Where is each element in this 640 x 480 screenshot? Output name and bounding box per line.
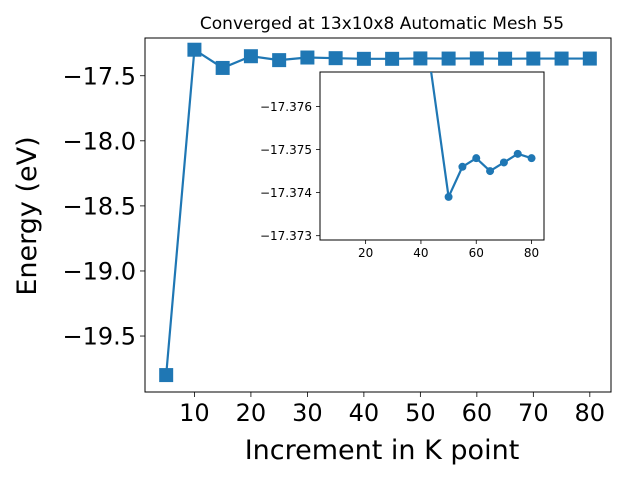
main-data-point	[498, 51, 513, 66]
main-x-tick-label: 40	[349, 399, 380, 427]
main-x-tick-label: 60	[462, 399, 493, 427]
main-data-point	[328, 51, 343, 66]
inset-x-tick-label: 20	[358, 246, 373, 260]
inset-x-tick-label: 40	[413, 246, 428, 260]
main-y-tick-label: −17.5	[62, 62, 136, 90]
inset-axes-frame	[319, 71, 545, 241]
main-data-point	[413, 51, 428, 66]
inset-data-point	[472, 154, 481, 163]
main-data-point	[469, 51, 484, 66]
main-y-tick-label: −19.5	[62, 323, 136, 351]
x-axis-label: Increment in K point	[245, 435, 520, 466]
inset-data-point	[444, 192, 453, 201]
inset-x-tick-label: 80	[524, 246, 539, 260]
main-data-point	[441, 51, 456, 66]
main-y-tick-label: −18.0	[62, 127, 136, 155]
main-data-point	[385, 51, 400, 66]
inset-y-tick-label: −17.375	[260, 143, 312, 157]
main-data-point	[272, 53, 287, 68]
main-x-tick-label: 30	[292, 399, 323, 427]
inset-y-tick-label: −17.373	[260, 229, 312, 243]
main-data-point	[582, 51, 597, 66]
main-x-tick-label: 70	[518, 399, 549, 427]
inset-data-point	[499, 158, 508, 167]
y-axis-label: Energy (eV)	[12, 136, 43, 295]
main-data-point	[554, 51, 569, 66]
main-data-point	[187, 42, 202, 57]
main-x-tick-label: 10	[179, 399, 210, 427]
inset-y-tick-label: −17.376	[260, 100, 312, 114]
main-x-tick-label: 20	[236, 399, 267, 427]
main-data-point	[215, 60, 230, 75]
main-series-line	[165, 48, 590, 376]
inset-y-tick-label: −17.374	[260, 186, 312, 200]
inset-plot: 20 40 60 80 −17.376 −17.375 −17.374 −17.373	[260, 0, 545, 260]
main-y-tick-label: −18.5	[62, 193, 136, 221]
inset-data-point	[417, 0, 425, 3]
main-data-point	[526, 51, 541, 66]
main-data-point	[356, 51, 371, 66]
main-data-point	[243, 49, 258, 64]
inset-data-point	[513, 149, 522, 158]
inset-data-point	[458, 162, 467, 171]
main-x-tick-label: 80	[575, 399, 606, 427]
chart-title: Converged at 13x10x8 Automatic Mesh 55	[200, 14, 564, 34]
inset-data-point	[527, 154, 536, 163]
inset-x-tick-label: 60	[469, 246, 484, 260]
main-data-point	[300, 50, 315, 65]
main-x-tick-label: 50	[405, 399, 436, 427]
inset-data-point	[486, 167, 495, 176]
main-y-tick-label: −19.0	[62, 258, 136, 286]
main-data-point	[159, 368, 174, 383]
